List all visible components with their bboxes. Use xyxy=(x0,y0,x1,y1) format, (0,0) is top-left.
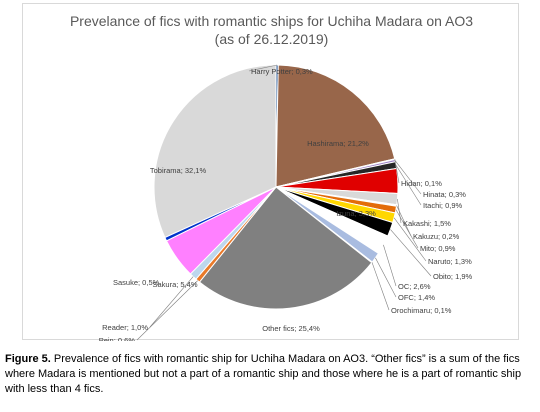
leader-line-naruto xyxy=(393,217,427,262)
pie-chart: Prevelance of fics with romantic ships f… xyxy=(70,13,473,341)
slice-label-itachi: Itachi; 0,9% xyxy=(423,201,463,210)
leader-line-itachi xyxy=(395,164,422,206)
slice-label-orochimaru: Orochimaru; 0,1% xyxy=(391,306,452,315)
pie-slice-other-fics xyxy=(198,186,373,310)
slice-labels: Harry Potter; 0,3% Hashirama; 21,2% Hidan;… xyxy=(99,67,473,341)
leader-line-pein xyxy=(136,280,198,341)
figure-caption: Figure 5. Prevalence of fics with romant… xyxy=(5,352,535,397)
pie-slices xyxy=(153,64,399,310)
slice-label-hashirama: Hashirama; 21,2% xyxy=(307,139,369,148)
slice-label-ofc: OFC; 1,4% xyxy=(398,293,435,302)
slice-label-other-fics: Other fics; 25,4% xyxy=(262,324,320,333)
slice-label-sasuke: Sasuke; 0,5% xyxy=(113,278,160,287)
slice-label-izuna: Izuna; 3,3% xyxy=(336,209,376,218)
leader-line-hinata xyxy=(394,160,422,195)
slice-label-pein: Pein; 0,6% xyxy=(99,336,136,341)
slice-label-reader: Reader; 1,0% xyxy=(102,323,148,332)
leader-line-harry-potter xyxy=(248,64,278,72)
slice-label-oc: OC; 2,6% xyxy=(398,282,431,291)
slice-label-tobirama: Tobirama; 32,1% xyxy=(150,166,207,175)
slice-label-kakuzu: Kakuzu; 0,2% xyxy=(413,232,460,241)
leader-lines xyxy=(136,64,432,341)
slice-label-obito: Obito; 1,9% xyxy=(433,272,473,281)
leader-line-reader xyxy=(149,276,194,328)
pie-slice-tobirama xyxy=(153,64,277,239)
caption-text: Prevalence of fics with romantic ship fo… xyxy=(5,353,522,395)
leader-line-oc xyxy=(383,244,397,287)
leader-line-ofc xyxy=(375,257,397,298)
slice-label-mito: Mito; 0,9% xyxy=(420,244,456,253)
slice-label-kakashi: Kakashi; 1,5% xyxy=(403,219,451,228)
slice-label-naruto: Naruto; 1,3% xyxy=(428,257,472,266)
leader-line-hidan xyxy=(394,159,400,184)
leader-line-orochimaru xyxy=(371,262,390,311)
chart-subtitle: (as of 26.12.2019) xyxy=(215,31,329,47)
leader-line-mito xyxy=(395,209,419,249)
slice-label-hidan: Hidan; 0,1% xyxy=(401,179,442,188)
chart-title: Prevelance of fics with romantic ships f… xyxy=(70,13,473,29)
slice-label-sakura: Sakura; 5,4% xyxy=(152,280,197,289)
leader-line-kakuzu xyxy=(396,205,412,237)
caption-label: Figure 5. xyxy=(5,353,51,365)
leader-line-obito xyxy=(390,229,432,277)
slice-label-harry-potter: Harry Potter; 0,3% xyxy=(251,67,313,76)
pie-slice-hashirama xyxy=(275,64,396,188)
chart-frame: Prevelance of fics with romantic ships f… xyxy=(22,3,519,341)
slice-label-hinata: Hinata; 0,3% xyxy=(423,190,466,199)
